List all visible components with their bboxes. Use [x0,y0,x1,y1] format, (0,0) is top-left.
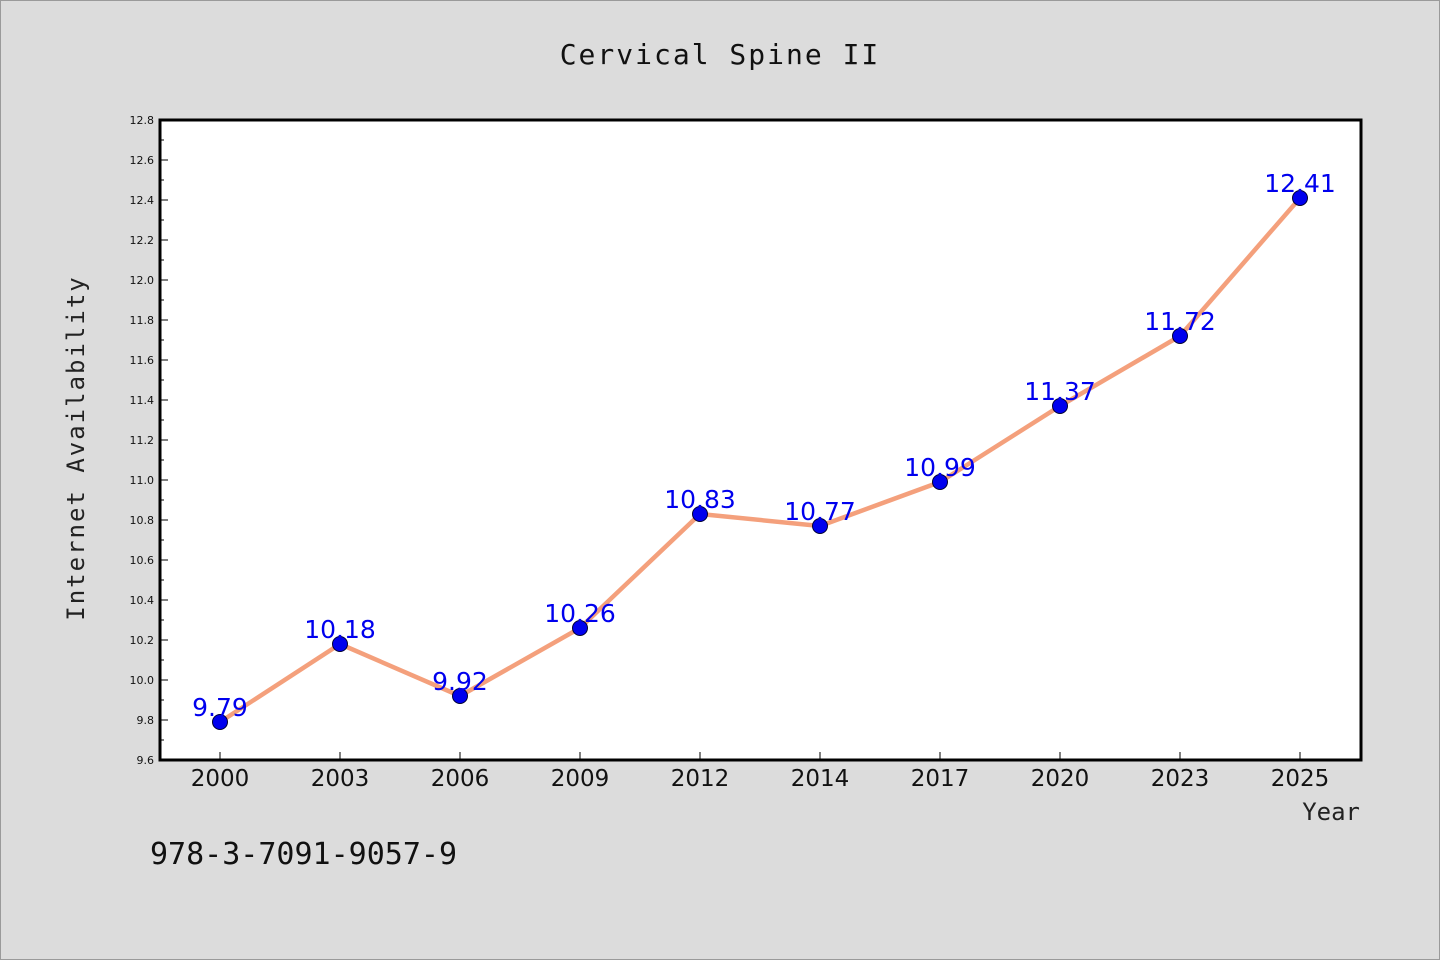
y-tick-label: 11.8 [130,314,155,327]
y-tick-label: 11.6 [130,354,155,367]
data-point-marker [572,620,588,636]
data-point-marker [332,636,348,652]
series [212,190,1308,730]
x-tick-label: 2003 [311,766,370,792]
x-axis-label: Year [1302,798,1360,826]
x-tick-label: 2012 [671,766,730,792]
plot-area [158,118,1363,762]
y-tick-label: 11.0 [130,474,155,487]
data-point-marker [1052,398,1068,414]
y-tick-label: 12.4 [130,194,155,207]
data-label: 10.18 [304,615,376,644]
y-tick-label: 11.4 [130,394,155,407]
y-tick-label: 10.4 [130,594,155,607]
data-label: 10.99 [904,453,976,482]
data-label: 10.26 [544,599,616,628]
data-label: 10.83 [664,485,736,514]
y-tick-label: 9.8 [137,714,155,727]
y-tick-label: 10.0 [130,674,155,687]
x-tick-label: 2009 [551,766,610,792]
y-tick-label: 11.2 [130,434,155,447]
x-tick-label: 2000 [191,766,250,792]
data-point-marker [1292,190,1308,206]
y-tick-label: 9.6 [137,754,155,767]
data-label: 11.37 [1024,377,1096,406]
y-axis: 9.6 9.8 10.0 10.2 10.4 10.6 10.8 11.0 11.2 11.4 11… [130,114,168,767]
x-tick-label: 2023 [1151,766,1210,792]
x-tick-label: 2017 [911,766,970,792]
data-labels: 9.79 10.18 9.92 10.26 10.83 10.77 10.99 11.37 11… [192,169,1336,722]
data-label: 9.79 [192,693,248,722]
data-label: 9.92 [432,667,488,696]
y-tick-label: 10.2 [130,634,155,647]
footnote-isbn: 978-3-7091-9057-9 [150,837,457,872]
data-point-marker [812,518,828,534]
x-tick-label: 2006 [431,766,490,792]
x-tick-label: 2020 [1031,766,1090,792]
data-point-marker [1172,328,1188,344]
y-tick-label: 10.6 [130,554,155,567]
data-point-marker [692,506,708,522]
x-tick-label: 2025 [1271,766,1330,792]
data-label: 11.72 [1144,307,1216,336]
y-tick-label: 12.8 [130,114,155,127]
y-tick-label: 12.0 [130,274,155,287]
chart-title: Cervical Spine II [560,38,881,71]
data-label: 12.41 [1264,169,1336,198]
data-point-marker [212,714,228,730]
y-tick-label: 10.8 [130,514,155,527]
y-tick-label: 12.6 [130,154,155,167]
x-axis: 2000 2003 2006 2009 2012 2014 2017 2020 2023 2025 [191,752,1330,792]
y-axis-label: Internet Availability [62,275,90,620]
data-point-marker [452,688,468,704]
y-tick-label: 12.2 [130,234,155,247]
data-point-marker [932,474,948,490]
series-line [217,195,1303,725]
data-label: 10.77 [784,497,856,526]
x-tick-label: 2014 [791,766,850,792]
